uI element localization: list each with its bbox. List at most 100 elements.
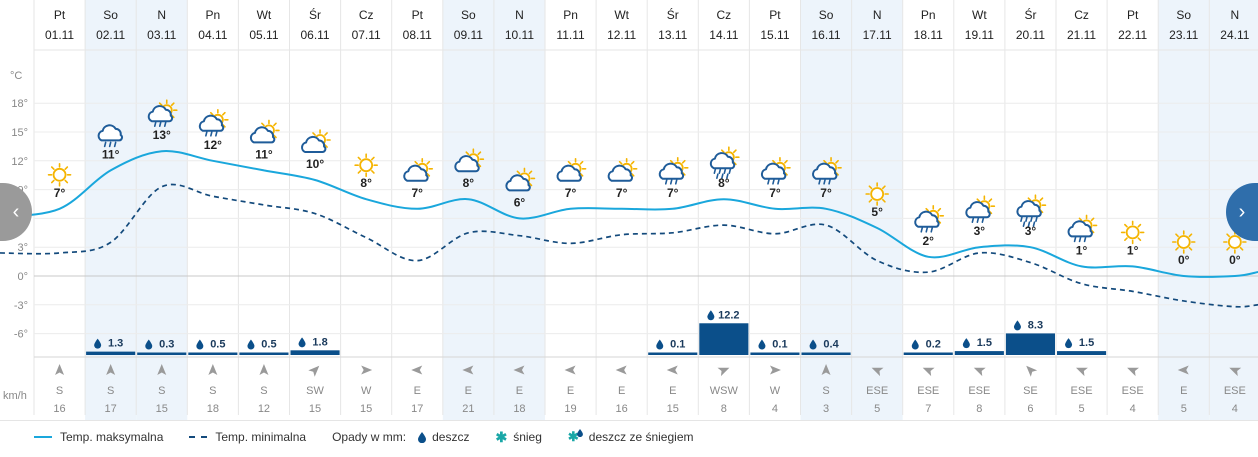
precip-bar [137,352,187,355]
day-date: 17.11 [863,28,892,42]
y-tick-label: 12° [11,156,28,168]
rain-streak [103,141,107,148]
weather-icon-sun-cloud [505,167,536,192]
chevron-right-icon: › [1238,200,1246,223]
sun-ray [1175,246,1179,251]
raindrop-icon [94,338,102,349]
rain-streak [1025,216,1028,222]
day-name: So [819,8,834,22]
wind-speed: 15 [667,403,679,415]
sun-ray [1124,223,1128,228]
sun-ray [681,159,686,164]
wind-arrow-shape [208,364,218,375]
precip-label: 0.5 [261,339,276,351]
temp-max-label: 3° [974,224,986,238]
wind-direction: E [516,385,523,397]
raindrop-icon [247,339,255,350]
rain-streak [1020,216,1023,222]
wind-arrow-shape [106,364,116,375]
wind-speed: 17 [411,403,423,415]
sun-ray [1137,223,1142,228]
series-line-max [0,150,1258,278]
day-name: Wt [614,8,629,22]
sun-ray [1188,233,1193,238]
cloud-shape [1016,200,1042,218]
weather-icon-sun-cloud [403,158,434,182]
wind-speed: 7 [925,403,931,415]
day-date: 07.11 [352,28,381,42]
precip-label: 1.8 [312,336,327,348]
rain-streak [930,227,934,233]
sun-ray [1027,197,1032,202]
wind-speed: 16 [616,403,628,415]
weekend-shade [136,0,188,420]
precip-label: 0.3 [159,339,174,351]
rain-streak [674,179,678,185]
wind-arrow-shape [564,365,576,375]
precip-bar [290,350,340,355]
wind-speed: 5 [874,403,880,415]
wind-arrow-icon [922,367,935,377]
wind-speed: 5 [1078,403,1084,415]
day-name: N [873,8,882,22]
rain-streak [767,179,770,185]
sun-ray [1239,246,1244,251]
precip-bar [1005,333,1055,355]
cloud-shape [454,155,480,173]
wind-direction: ESE [917,385,939,397]
wind-arrow-shape [922,367,935,377]
sun-ray [567,160,572,165]
rain-streak [205,131,208,137]
cloud-shape [914,210,940,228]
wind-arrow-icon [259,364,269,375]
wind-arrow-shape [871,367,884,377]
raindrop-icon [1013,320,1021,331]
weather-icon-sun [1171,230,1196,254]
precip-bar [86,351,136,355]
sun-ray [579,160,584,165]
sun-ray [579,172,584,177]
sun-ray [1039,197,1044,202]
sun-ray [324,144,328,148]
precip-bar [239,352,289,355]
day-name: Cz [359,8,374,22]
sun-ray [273,134,277,139]
sun-ray [371,170,375,174]
rain-streak [818,179,821,185]
sun-ray [357,156,362,161]
sun-ray [1226,233,1230,238]
day-date: 16.11 [811,28,840,42]
temp-max-label: 3° [1025,224,1037,238]
wind-arrow-shape [55,364,65,375]
weekend-shade [442,0,494,420]
wind-direction: ESE [1071,385,1093,397]
precip-bar [801,352,851,355]
day-name: Pn [921,8,936,22]
day-name: So [461,8,476,22]
sun-disc [1125,225,1140,240]
sun-ray [784,159,788,164]
day-name: Cz [717,8,732,22]
sun-ray [1090,217,1095,222]
sun-ray [324,132,328,136]
wind-arrow-icon [1177,365,1189,375]
wind-direction: S [56,385,63,397]
wind-direction: ESE [1122,385,1144,397]
sun-disc [1227,235,1242,249]
precip-bar [648,352,698,355]
chevron-left-icon: ‹ [12,200,20,223]
rain-streak [1022,221,1026,227]
legend-min: Temp. minimalna [189,430,306,444]
wind-speed: 15 [156,403,168,415]
weather-icon-sun-cloud [301,129,331,153]
sun-ray [772,159,776,164]
weather-icon-sun [865,182,889,206]
sun-ray [835,159,839,164]
day-name: Wt [257,8,272,22]
raindrop-icon [707,310,715,321]
wind-direction: E [567,385,574,397]
wind-arrow-icon [361,365,373,375]
sun-ray [988,198,993,203]
wind-speed: 8 [721,403,727,415]
wind-arrow-shape [1026,365,1038,377]
